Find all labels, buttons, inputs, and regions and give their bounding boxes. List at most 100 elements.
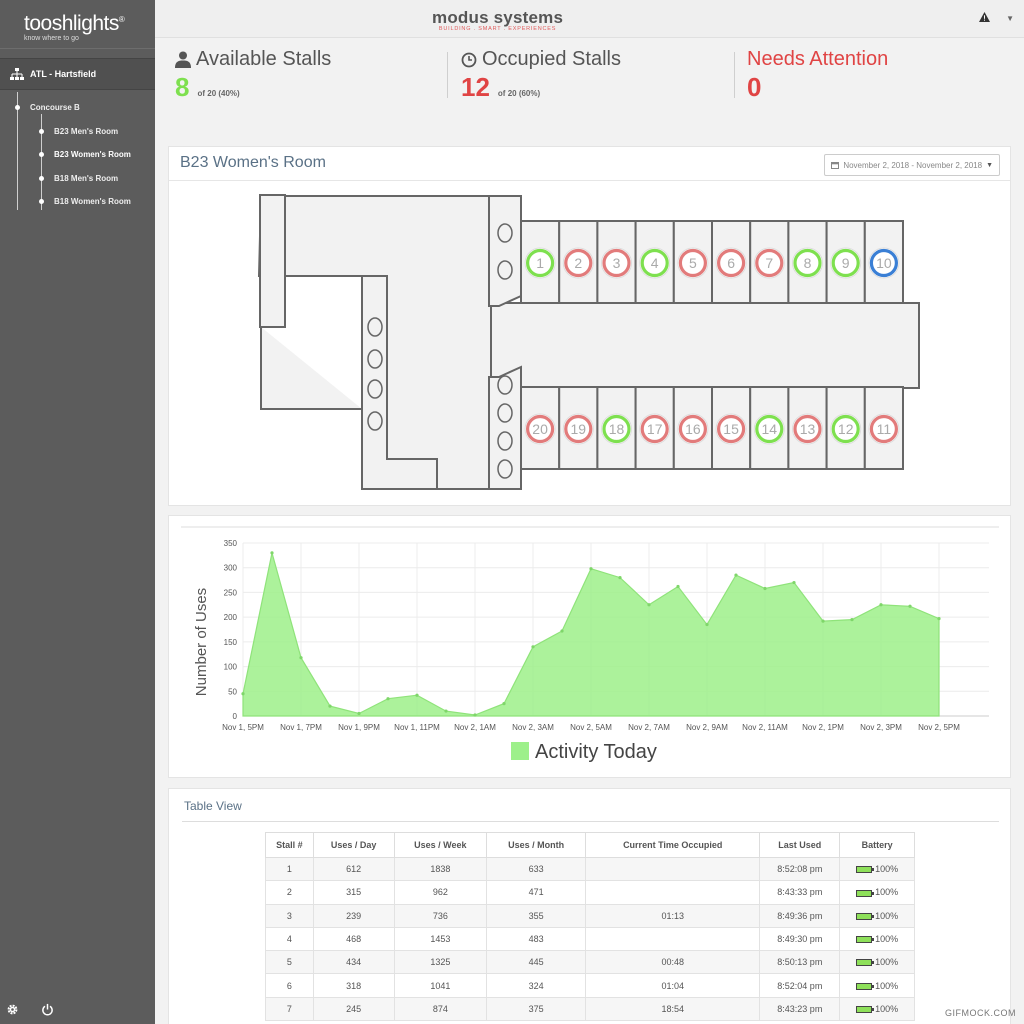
chevron-down-icon[interactable]: ▼	[1006, 14, 1014, 23]
available-value: 8	[175, 72, 190, 102]
table-row[interactable]: 5 434 1325 445 00:48 8:50:13 pm 100%	[265, 950, 915, 975]
table-cell: 874	[393, 996, 488, 1022]
data-point[interactable]	[647, 603, 651, 607]
logo-text: tooshlights	[24, 12, 119, 35]
stall-13[interactable]: 13	[787, 386, 828, 470]
data-point[interactable]	[763, 586, 767, 591]
activity-chart-panel: 0 50 100 150 200 250 300 350 Nov 1, 5PM Nov 1, 7…	[168, 515, 1011, 778]
x-tick-label: Nov 2, 9AM	[686, 723, 728, 732]
table-cell: 7	[265, 996, 314, 1022]
data-point[interactable]	[705, 622, 709, 627]
column-header[interactable]: Stall #	[265, 832, 314, 858]
data-point[interactable]	[241, 692, 245, 696]
data-point[interactable]	[560, 629, 564, 633]
data-point[interactable]	[676, 584, 680, 589]
table-cell: 1838	[393, 856, 488, 882]
data-point[interactable]	[821, 619, 825, 623]
sidebar-item-room-active[interactable]: B23 Women's Room	[0, 143, 155, 167]
table-cell: 100%	[839, 996, 915, 1022]
table-row[interactable]: 3 239 736 355 01:13 8:49:36 pm 100%	[265, 903, 915, 928]
table-cell: 8:49:30 pm	[759, 926, 841, 952]
data-point[interactable]	[589, 567, 593, 571]
data-point[interactable]	[502, 702, 506, 706]
stall-7[interactable]: 7	[749, 220, 790, 304]
stall-20[interactable]: 20	[520, 386, 561, 470]
activity-area	[242, 552, 940, 717]
data-point[interactable]	[357, 711, 361, 716]
data-point[interactable]	[386, 697, 390, 701]
date-range-label: November 2, 2018 - November 2, 2018	[843, 160, 983, 170]
column-header[interactable]: Uses / Day	[312, 832, 395, 858]
table-row[interactable]: 6 318 1041 324 01:04 8:52:04 pm 100%	[265, 973, 915, 998]
stall-18[interactable]: 18	[596, 386, 637, 470]
data-point[interactable]	[415, 693, 419, 697]
sitemap-icon	[10, 68, 24, 80]
sidebar-item-room[interactable]: B18 Women's Room	[0, 190, 155, 214]
stall-5[interactable]: 5	[672, 220, 713, 304]
data-point[interactable]	[879, 603, 883, 607]
stall-4[interactable]: 4	[634, 220, 675, 304]
y-tick-label: 150	[224, 638, 238, 647]
data-point[interactable]	[270, 551, 274, 555]
stall-2[interactable]: 2	[558, 220, 599, 304]
stall-16[interactable]: 16	[672, 386, 713, 470]
stall-number: 18	[609, 421, 625, 437]
sidebar-tree: Concourse B B23 Men's Room B23 Women's R…	[0, 90, 155, 214]
table-cell: 1325	[393, 950, 488, 975]
stall-number: 14	[762, 421, 778, 437]
column-header[interactable]: Uses / Week	[393, 832, 488, 858]
stall-9[interactable]: 9	[825, 220, 866, 304]
data-point[interactable]	[328, 704, 332, 708]
stall-10[interactable]: 10	[863, 220, 904, 304]
table-row[interactable]: 7 245 874 375 18:54 8:43:23 pm 100%	[265, 996, 915, 1022]
warning-icon[interactable]	[979, 12, 990, 22]
data-point[interactable]	[618, 576, 622, 580]
column-header[interactable]: Current Time Occupied	[585, 832, 761, 858]
stall-11[interactable]: 11	[863, 386, 904, 470]
table-cell: 962	[393, 880, 488, 905]
stall-6[interactable]: 6	[711, 220, 752, 304]
table-cell: 1	[265, 856, 314, 882]
sidebar-item-airport[interactable]: ATL - Hartsfield	[0, 58, 155, 90]
data-point[interactable]	[908, 604, 912, 608]
table-row[interactable]: 1 612 1838 633 8:52:08 pm 100%	[265, 856, 915, 882]
sidebar-item-room[interactable]: B18 Men's Room	[0, 167, 155, 191]
data-point[interactable]	[792, 580, 796, 585]
sidebar-item-room[interactable]: B23 Men's Room	[0, 120, 155, 144]
stall-15[interactable]: 15	[711, 386, 752, 470]
stall-19[interactable]: 19	[558, 386, 599, 470]
column-header[interactable]: Battery	[839, 832, 915, 858]
data-point[interactable]	[444, 709, 448, 713]
stall-table: Stall # Uses / Day Uses / Week Uses / Month…	[265, 832, 915, 1022]
sidebar: tooshlights® know where to go ATL - Hart…	[0, 0, 155, 1024]
column-header[interactable]: Uses / Month	[486, 832, 587, 858]
date-range-picker[interactable]: November 2, 2018 - November 2, 2018 ▼	[824, 154, 1000, 176]
stall-number: 6	[727, 255, 735, 271]
gear-icon[interactable]	[6, 1003, 19, 1016]
tooshlights-logo[interactable]: tooshlights® know where to go	[0, 0, 155, 48]
stall-12[interactable]: 12	[825, 386, 866, 470]
table-row[interactable]: 4 468 1453 483 8:49:30 pm 100%	[265, 926, 915, 952]
data-point[interactable]	[473, 713, 477, 717]
table-cell: 483	[486, 926, 587, 952]
available-title: Available Stalls	[196, 48, 332, 70]
column-header[interactable]: Last Used	[759, 832, 841, 858]
data-point[interactable]	[937, 617, 941, 621]
data-point[interactable]	[734, 573, 738, 577]
stall-number: 1	[536, 255, 544, 271]
data-point[interactable]	[299, 656, 303, 660]
table-row[interactable]: 2 315 962 471 8:43:33 pm 100%	[265, 880, 915, 905]
stall-3[interactable]: 3	[596, 220, 637, 304]
power-icon[interactable]	[41, 1003, 54, 1016]
sink-icon	[367, 411, 383, 431]
stall-17[interactable]: 17	[634, 386, 675, 470]
stall-1[interactable]: 1	[520, 220, 561, 304]
table-cell: 8:52:04 pm	[759, 973, 841, 998]
table-cell: 239	[312, 903, 395, 928]
data-point[interactable]	[531, 645, 535, 649]
x-tick-label: Nov 2, 1AM	[454, 723, 496, 732]
stall-14[interactable]: 14	[749, 386, 790, 470]
stall-8[interactable]: 8	[787, 220, 828, 304]
data-point[interactable]	[850, 618, 854, 622]
sidebar-item-concourse[interactable]: Concourse B	[0, 96, 155, 120]
